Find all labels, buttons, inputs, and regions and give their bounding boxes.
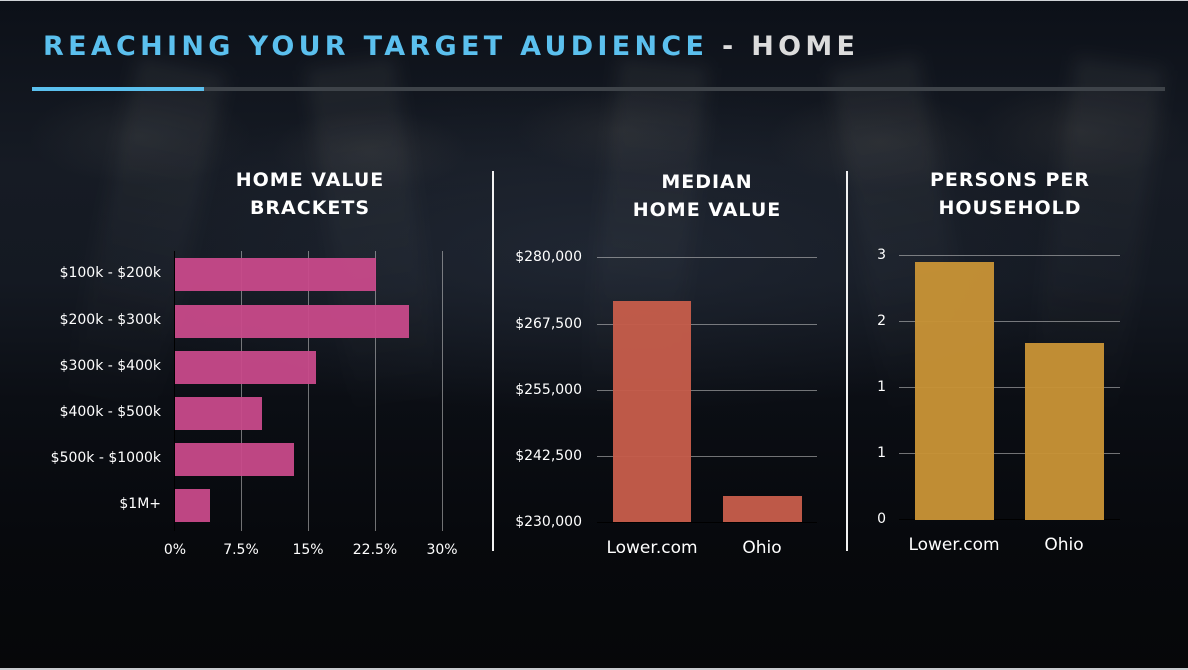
persons-chart-title: PERSONS PER HOUSEHOLD xyxy=(890,166,1130,222)
title-underline xyxy=(32,87,1165,91)
category-label: $300k - $400k xyxy=(59,358,161,374)
bar-200k-300k xyxy=(175,305,409,338)
bar-300k-400k xyxy=(175,351,316,384)
gridline xyxy=(308,251,309,531)
x-axis-line xyxy=(597,522,817,523)
y-tick-label: 0 xyxy=(877,511,886,527)
y-tick-label: 3 xyxy=(877,247,886,263)
chart-title-line: MEDIAN xyxy=(661,171,753,193)
gridline xyxy=(899,321,1120,322)
page-title: REACHING YOUR TARGET AUDIENCE - HOME xyxy=(43,31,859,62)
column-divider xyxy=(846,171,848,551)
category-label: $400k - $500k xyxy=(59,404,161,420)
gridline xyxy=(597,324,817,325)
bar-1m-plus xyxy=(175,489,210,522)
gridline xyxy=(597,456,817,457)
category-label: $1M+ xyxy=(119,496,161,512)
column-divider xyxy=(492,171,494,551)
y-tick-label: 2 xyxy=(877,313,886,329)
bar-500k-1000k xyxy=(175,443,294,476)
page-title-accent: REACHING YOUR TARGET AUDIENCE xyxy=(43,31,709,62)
chart-title-line: HOME VALUE xyxy=(632,199,782,221)
y-tick-label: $230,000 xyxy=(515,514,582,530)
category-label: $500k - $1000k xyxy=(50,450,161,466)
bar-ohio xyxy=(1025,343,1104,520)
chart-title-line: PERSONS PER xyxy=(929,169,1091,191)
chart-title-line: HOME VALUE xyxy=(235,169,385,191)
gridline xyxy=(597,257,817,258)
x-category-label: Lower.com xyxy=(908,535,1000,555)
y-tick-label: $280,000 xyxy=(515,249,582,265)
chart-title-line: BRACKETS xyxy=(249,197,371,219)
bar-lower-com xyxy=(613,301,691,522)
gridline xyxy=(442,251,443,531)
gridline xyxy=(375,251,376,531)
chart-title-line: HOUSEHOLD xyxy=(938,197,1082,219)
page-title-separator: - xyxy=(708,31,752,62)
bar-400k-500k xyxy=(175,397,262,430)
x-tick-label: 30% xyxy=(426,542,458,558)
x-tick-label: 0% xyxy=(163,542,187,558)
x-tick-label: 15% xyxy=(292,542,324,558)
median-chart-title: MEDIAN HOME VALUE xyxy=(577,168,837,224)
title-underline-accent xyxy=(32,87,204,91)
x-category-label: Lower.com xyxy=(606,538,698,558)
category-label: $200k - $300k xyxy=(59,312,161,328)
gridline xyxy=(597,390,817,391)
x-tick-label: 22.5% xyxy=(352,542,398,558)
gridline xyxy=(241,251,242,531)
x-tick-label: 7.5% xyxy=(223,542,259,558)
bar-lower-com xyxy=(915,262,994,520)
x-category-label: Ohio xyxy=(742,538,782,558)
home-value-chart-title: HOME VALUE BRACKETS xyxy=(190,166,430,222)
y-tick-label: $255,000 xyxy=(515,382,582,398)
x-category-label: Ohio xyxy=(1044,535,1084,555)
y-tick-label: 1 xyxy=(877,379,886,395)
gridline xyxy=(899,255,1120,256)
category-label: $100k - $200k xyxy=(59,265,161,281)
bar-ohio xyxy=(723,496,802,522)
y-tick-label: $242,500 xyxy=(515,448,582,464)
gridline xyxy=(899,387,1120,388)
bar-100k-200k xyxy=(175,258,376,291)
y-axis-line xyxy=(174,251,175,531)
y-tick-label: $267,500 xyxy=(515,316,582,332)
y-tick-label: 1 xyxy=(877,445,886,461)
page-title-section: HOME xyxy=(751,31,860,62)
x-axis-line xyxy=(899,519,1120,520)
gridline xyxy=(899,453,1120,454)
